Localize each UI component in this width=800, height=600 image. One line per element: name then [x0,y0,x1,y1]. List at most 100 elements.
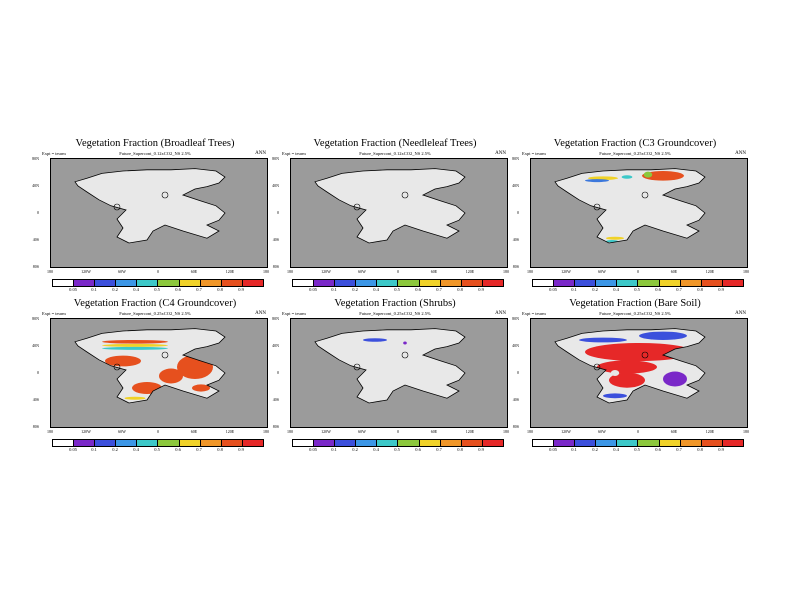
colorbar-swatch [137,280,159,286]
colorbar-label: 0.6 [415,287,421,292]
lake-outline [353,363,361,371]
lake-outline [401,351,409,359]
colorbar-swatch [638,440,660,446]
lat-tick-label: 80S [512,264,519,269]
colorbar-label: 0.4 [613,447,619,452]
colorbar-label: 0.7 [676,287,682,292]
experiment-label: Expt = teurm [42,311,66,316]
lat-tick-label: 80N [272,316,279,321]
lat-tick-label: 40N [272,183,279,188]
colorbar-swatch [659,440,681,446]
lat-tick-label: 40N [32,343,39,348]
lon-tick-label: 0 [637,429,639,434]
lat-tick-label: 40N [512,343,519,348]
colorbar-swatch [377,440,399,446]
vegetation-patch [579,337,627,343]
lon-tick-label: 180 [263,429,269,434]
colorbar-label: 0.7 [436,447,442,452]
panel-title: Vegetation Fraction (Broadleaf Trees) [75,138,235,149]
colorbar-swatch [356,440,378,446]
lon-tick-label: 120W [321,269,331,274]
experiment-label: Expt = teurm [522,311,546,316]
colorbar-label: 0.8 [457,447,463,452]
lat-tick-label: 80S [32,424,39,429]
colorbar-swatch [617,440,639,446]
colorbar-swatch [293,280,315,286]
colorbar-label: 0.9 [238,447,244,452]
lon-tick-label: 60W [598,269,606,274]
colorbar-label: 0.5 [394,447,400,452]
colorbar-label: 0.8 [457,287,463,292]
colorbar-swatch [53,280,75,286]
colorbar-swatch [596,280,618,286]
colorbar-swatch [335,440,357,446]
vegetation-patch [585,179,609,183]
lat-tick-label: 40S [512,397,519,402]
colorbar-label: 0.1 [571,447,577,452]
lon-tick-label: 180 [503,429,509,434]
map-area [290,318,508,428]
lat-tick-label: 40S [32,397,39,402]
colorbar-swatch [533,440,555,446]
map-svg [74,168,226,244]
period-label: ANN [495,311,506,316]
colorbar-swatch [722,440,743,446]
colorbar-swatch [680,440,702,446]
lat-tick-label: 0 [37,210,39,215]
colorbar-label: 0.7 [436,287,442,292]
vegetation-patch [642,171,684,181]
colorbar-swatch [701,280,723,286]
vegetation-patch [102,340,168,344]
colorbar-label: 0.2 [592,287,598,292]
lake-outline [593,363,601,371]
colorbar-swatch [680,280,702,286]
lat-tick-label: 80N [512,156,519,161]
lon-tick-label: 0 [397,269,399,274]
lat-tick-label: 0 [517,370,519,375]
colorbar-swatch [158,440,180,446]
colorbar-label: 0.4 [133,287,139,292]
period-label: ANN [255,151,266,156]
colorbar-swatch [242,440,263,446]
run-label: Future_Supercont_0.12xCO2_NS 2.5% [119,151,191,156]
vegetation-patch [609,372,645,388]
vegetation-patch [403,341,407,345]
colorbar-swatch [242,280,263,286]
colorbar [52,439,264,447]
lat-tick-label: 40N [512,183,519,188]
land-mass [75,328,225,403]
colorbar-label: 0.6 [415,447,421,452]
colorbar-swatch [116,440,138,446]
colorbar-label: 0.7 [196,287,202,292]
colorbar-label: 0.6 [175,287,181,292]
experiment-label: Expt = teurm [282,311,306,316]
vegetation-patch [597,360,657,374]
lon-tick-label: 120W [561,269,571,274]
colorbar-label: 0.8 [217,447,223,452]
colorbar-swatch [74,280,96,286]
vegetation-patch [102,343,168,347]
colorbar-swatch [482,440,503,446]
map-panel-bare-soil: Vegetation Fraction (Bare Soil) Expt = te… [512,298,750,463]
map-svg [314,168,466,244]
lat-tick-label: 0 [277,210,279,215]
colorbar-label: 0.2 [112,447,118,452]
lon-tick-label: 60W [358,429,366,434]
colorbar-swatch [137,440,159,446]
lake-outline [161,191,169,199]
colorbar-label: 0.05 [309,447,317,452]
map-panel-needleleaf-trees: Vegetation Fraction (Needleleaf Trees) Ex… [272,138,510,303]
lon-tick-label: 60W [118,269,126,274]
map-area [50,318,268,428]
panel-title: Vegetation Fraction (C3 Groundcover) [553,138,717,149]
lon-tick-label: 120E [705,429,715,434]
lon-tick-label: 60E [190,429,198,434]
period-label: ANN [495,151,506,156]
lat-tick-label: 80S [272,264,279,269]
lake-outline [113,203,121,211]
colorbar-swatch [335,280,357,286]
colorbar-swatch [638,280,660,286]
lon-tick-label: 180 [503,269,509,274]
vegetation-patch [192,384,210,392]
colorbar [532,439,744,447]
